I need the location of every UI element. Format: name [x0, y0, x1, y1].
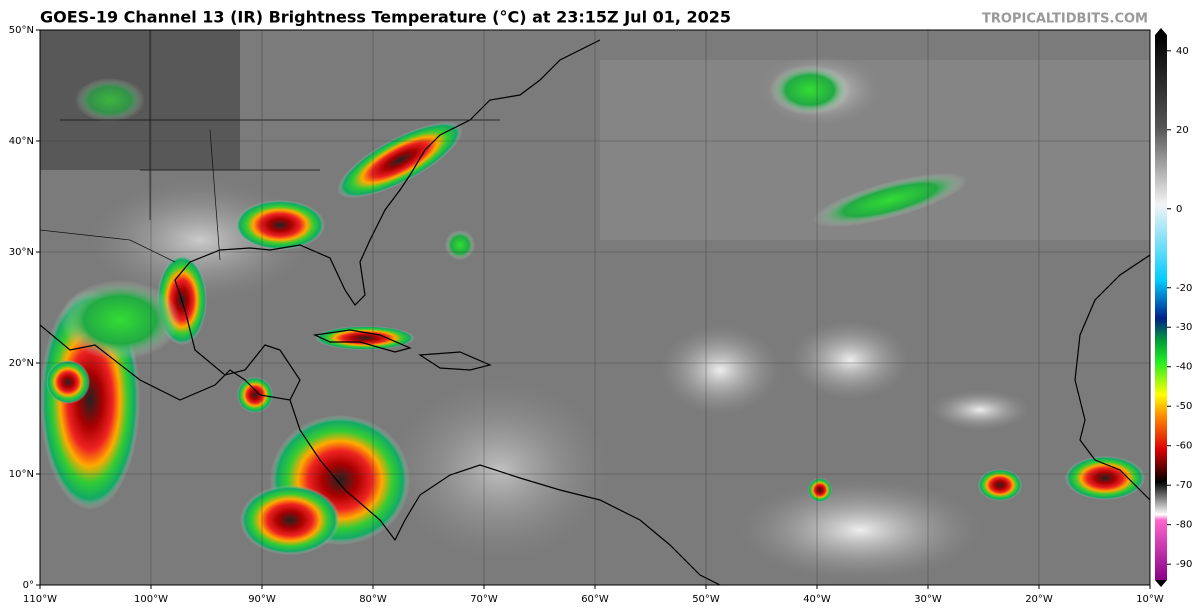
lon-label: 30°W: [914, 594, 942, 605]
colorbar-label: -20: [1176, 283, 1192, 294]
lon-label: 70°W: [470, 594, 498, 605]
lon-label: 10°W: [1136, 594, 1164, 605]
colorbar-label: -50: [1176, 401, 1192, 412]
credit: TROPICALTIDBITS.COM: [982, 12, 1148, 27]
colorbar: 40 20 0 -20 -30 -40 -50 -60 -70 -80 -90: [1155, 28, 1192, 587]
lat-label: 50°N: [9, 25, 34, 36]
lon-label: 100°W: [134, 594, 168, 605]
colorbar-label: -40: [1176, 362, 1192, 373]
title: GOES-19 Channel 13 (IR) Brightness Tempe…: [40, 8, 731, 27]
lat-label: 0°: [23, 580, 34, 591]
lon-label: 60°W: [581, 594, 609, 605]
lon-label: 20°W: [1025, 594, 1053, 605]
lat-label: 40°N: [9, 136, 34, 147]
colorbar-label: -90: [1176, 559, 1192, 570]
colorbar-label: 20: [1176, 125, 1189, 136]
colorbar-label: 0: [1176, 204, 1182, 215]
lat-label: 10°N: [9, 469, 34, 480]
lon-label: 110°W: [23, 594, 57, 605]
satellite-image: [40, 30, 1150, 585]
colorbar-label: -30: [1176, 322, 1192, 333]
colorbar-label: -80: [1176, 520, 1192, 531]
colorbar-label: -70: [1176, 480, 1192, 491]
colorbar-label: -60: [1176, 441, 1192, 452]
lat-label: 20°N: [9, 358, 34, 369]
lon-label: 80°W: [359, 594, 387, 605]
lon-label: 50°W: [692, 594, 720, 605]
lon-label: 40°W: [803, 594, 831, 605]
lat-label: 30°N: [9, 247, 34, 258]
colorbar-label: 40: [1176, 46, 1189, 57]
lon-label: 90°W: [248, 594, 276, 605]
